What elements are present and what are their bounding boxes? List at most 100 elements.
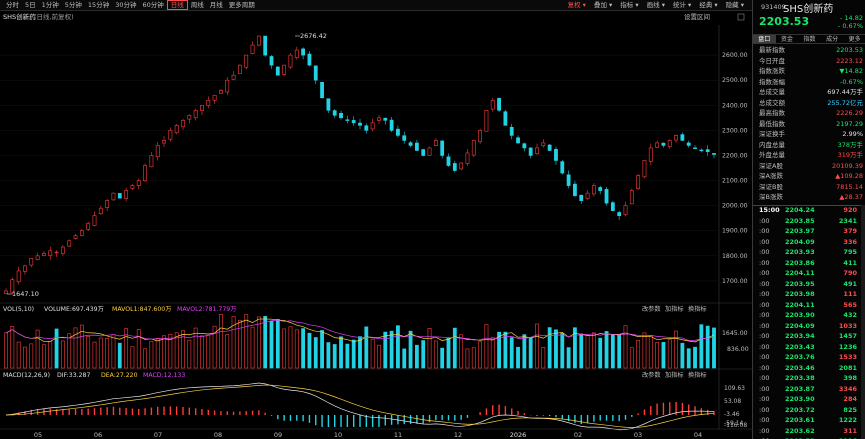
tick-row: :00 2204.09 336: [753, 237, 865, 248]
tool-button-6[interactable]: 隐藏 ▾: [725, 1, 744, 9]
tool-button-3[interactable]: 画线 ▾: [646, 1, 665, 9]
candle-body: [10, 279, 15, 293]
volume-bar: [351, 339, 356, 369]
dea-line: [5, 384, 715, 428]
volume-bar: [124, 328, 129, 369]
candle-body: [98, 207, 103, 215]
vol-legend-name: VOL(5,10): [3, 306, 34, 313]
volume-bar: [187, 339, 192, 369]
tick-time: :00: [759, 416, 770, 424]
tick-time: :00: [759, 374, 770, 382]
tick-row: :00 2203.95 491: [753, 279, 865, 290]
index-price: 2203.53: [759, 15, 810, 28]
vol-change-params[interactable]: 改参数: [642, 305, 661, 313]
stat-label: 深证A股: [759, 161, 783, 170]
tool-button-1[interactable]: 叠加 ▾: [593, 1, 613, 9]
period-6[interactable]: 60分钟: [142, 0, 164, 9]
tick-row: :00 2203.76 1533: [753, 352, 865, 363]
stat-value: 378万手: [837, 140, 863, 149]
tick-time: :00: [759, 363, 770, 372]
candle-body: [60, 246, 65, 254]
tick-scrollbar[interactable]: [861, 205, 865, 439]
candle-body: [617, 212, 622, 216]
stat-value: 20109.39: [831, 161, 863, 170]
tick-row: :00 2204.09 1033: [753, 321, 865, 332]
volume-bar: [598, 337, 603, 369]
kline-chart[interactable]: SHS创新药 (日线,前复权) 设置区间 2600.00 2500.00 2400.…: [0, 11, 752, 439]
volume-bar: [471, 347, 476, 369]
panel-tab-1[interactable]: 资金: [780, 36, 793, 43]
tool-button-5[interactable]: 经典 ▾: [699, 1, 718, 9]
stat-row-4: 总成交量 697.44万手: [753, 87, 865, 98]
tick-volume: 1236: [838, 342, 857, 351]
candle-body: [642, 160, 647, 178]
tick-volume: 411: [843, 258, 857, 267]
tool-button-0[interactable]: 复权 ▾: [567, 1, 586, 9]
stat-label: 深A涨跌: [759, 172, 783, 180]
candle-body: [155, 145, 160, 157]
volume-bar: [604, 331, 609, 369]
period-2[interactable]: 1分钟: [41, 0, 59, 9]
candle-body: [345, 119, 350, 121]
candle-body: [250, 44, 255, 54]
tick-volume: 2341: [838, 216, 857, 225]
period-8[interactable]: 周线: [190, 0, 204, 9]
panel-tab-3[interactable]: 成分: [826, 36, 839, 43]
stat-label: 深B涨跌: [759, 193, 783, 201]
macd-add-indicator[interactable]: 加指标: [665, 371, 684, 379]
tick-time: :00: [759, 436, 785, 439]
tick-time: :00: [759, 248, 770, 256]
period-4[interactable]: 15分钟: [87, 0, 110, 9]
panel-tab-4[interactable]: 更多: [848, 36, 861, 43]
tick-time: :00: [759, 353, 770, 361]
price-tick-4: 2200.00: [722, 152, 748, 159]
period-9[interactable]: 月线: [209, 0, 223, 9]
candle-body: [478, 130, 483, 142]
volume-bar: [648, 335, 653, 369]
macd-switch-indicator[interactable]: 换指标: [688, 371, 707, 379]
volume-bar: [636, 339, 641, 369]
price-annotations: 2676.42 1647.10: [7, 32, 327, 298]
tick-price: 2203.90: [785, 311, 815, 319]
tick-volume: 1033: [838, 321, 857, 330]
tick-time: :00: [759, 426, 770, 435]
tick-row: 15:00 2204.24 920: [753, 205, 865, 216]
stat-row-12: 深A涨跌 ▲109.28: [753, 171, 865, 182]
candle-body: [117, 193, 122, 199]
period-3[interactable]: 5分钟: [64, 0, 82, 9]
tick-list[interactable]: 15:00 2204.24 920:00 2203.85 2341:00 2203.97 3…: [753, 205, 865, 439]
volume-bar: [275, 319, 280, 369]
tool-button-2[interactable]: 指标 ▾: [620, 1, 639, 9]
period-10[interactable]: 更多周期: [228, 0, 255, 9]
tick-volume: 3346: [838, 384, 857, 393]
tick-volume: 379: [843, 227, 857, 235]
chart-title: SHS创新药: [3, 12, 36, 21]
candle-body: [370, 122, 375, 130]
candle-body: [497, 97, 501, 111]
volume-bar: [168, 334, 173, 369]
tool-button-4[interactable]: 统计 ▾: [672, 1, 692, 9]
macd-change-params[interactable]: 改参数: [642, 371, 661, 379]
candle-body: [326, 98, 331, 111]
candle-body: [294, 49, 299, 58]
stat-value: 2226.29: [836, 109, 863, 117]
period-1[interactable]: 5日: [25, 0, 36, 9]
vol-add-indicator[interactable]: 加指标: [665, 305, 684, 313]
tick-row: :00 2203.94 1457: [753, 331, 865, 342]
period-5[interactable]: 30分钟: [115, 0, 137, 9]
volume-bar: [693, 346, 697, 369]
chart-maximize-icon[interactable]: [737, 13, 745, 21]
tick-price: 2203.53: [785, 436, 825, 439]
panel-tab-2[interactable]: 指数: [803, 36, 816, 43]
candle-body: [528, 147, 533, 156]
tick-volume: 825: [843, 405, 857, 414]
period-7[interactable]: 日线: [166, 0, 188, 10]
volume-bar: [661, 342, 666, 369]
period-0[interactable]: 分时: [6, 0, 19, 9]
volume-bar: [465, 348, 470, 369]
vol-switch-indicator[interactable]: 换指标: [688, 305, 707, 313]
volume-bar: [667, 339, 672, 369]
settings-range-button[interactable]: 设置区间: [684, 12, 710, 21]
panel-tab-0[interactable]: 盘口: [753, 35, 776, 43]
